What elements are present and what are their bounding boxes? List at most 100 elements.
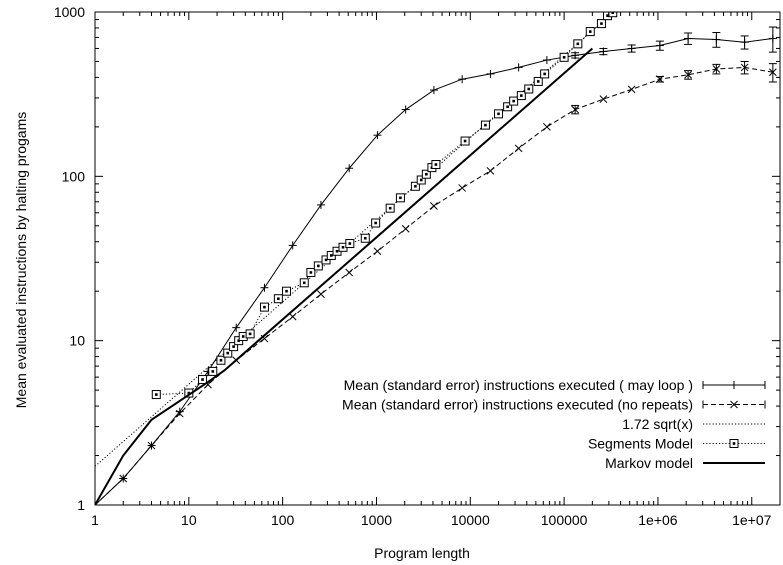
square-marker [480,120,490,130]
x-marker [345,268,354,277]
x-tick-label: 1000 [361,512,392,528]
square-marker [245,329,255,339]
plus-marker [316,200,325,209]
x-marker [514,144,523,153]
x-tick-label: 1e+07 [732,512,772,528]
square-marker [313,261,323,271]
square-marker [216,355,226,365]
square-marker [431,160,441,170]
plus-marker [627,44,636,53]
legend-label: Markov model [605,455,693,471]
square-marker [608,12,618,18]
legend-square-marker [729,439,739,448]
square-marker [371,218,381,228]
x-marker [317,290,325,298]
square-marker [208,366,218,376]
plus-marker [514,63,523,72]
plot-layer [95,12,777,505]
x-marker [458,184,467,192]
plus-marker [232,323,241,332]
x-marker [684,70,692,79]
plus-marker [712,35,721,44]
square-marker [273,294,283,304]
square-marker [345,239,355,249]
plus-marker [655,41,664,50]
x-tick-label: 100000 [541,512,588,528]
plus-marker [768,34,777,43]
x-marker [119,474,128,483]
square-marker [559,52,569,62]
plus-marker [542,56,551,65]
y-axis-label: Mean evaluated instructions by halting p… [13,112,29,409]
square-marker [385,203,395,213]
x-marker [768,68,777,77]
square-marker [360,233,370,243]
x-tick-label: 1 [91,512,99,528]
x-tick-label: 1e+06 [638,512,678,528]
square-marker [229,342,239,352]
square-marker [259,302,269,312]
legend-label: Mean (standard error) instructions execu… [344,377,693,393]
x-marker [627,85,636,94]
plus-marker [260,283,269,292]
y-tick-label: 100 [62,168,86,184]
square-marker [416,175,426,185]
axes-layer: 1 10 100 1000 10000 100000 1e+06 1e+07 1 10 100 100… [54,4,781,528]
x-marker [571,105,579,114]
square-marker [596,19,606,29]
series-line-5 [95,47,594,505]
square-marker [223,348,233,358]
square-marker [503,102,513,112]
legend-label: Mean (standard error) instructions execu… [342,397,693,413]
x-tick-label: 10000 [451,512,490,528]
square-marker [524,84,534,94]
plus-marker [740,38,749,47]
x-marker [543,123,551,131]
x-axis-label: Program length [374,545,470,561]
square-marker [410,181,420,191]
x-marker [430,202,438,210]
x-marker [599,95,608,103]
x-marker [740,63,749,72]
x-tick-label: 100 [271,512,295,528]
plus-marker [599,47,608,56]
x-marker [486,166,495,175]
square-marker [540,69,550,79]
plus-marker [401,105,410,114]
square-marker [306,267,316,277]
plus-marker [684,34,693,43]
plus-marker [486,69,495,78]
square-marker [299,278,309,288]
square-marker [494,109,504,119]
legend-plus-marker [730,381,738,389]
plus-marker [429,86,438,95]
square-marker [516,91,526,101]
x-marker [401,224,410,233]
square-marker [282,286,292,296]
plus-marker [458,75,467,84]
square-marker [509,96,519,106]
x-marker [373,247,382,256]
y-tick-label: 10 [69,333,85,349]
x-marker [288,312,297,321]
plus-marker [345,164,354,173]
y-tick-label: 1 [77,497,85,513]
legend-x-marker [730,400,738,409]
x-marker [147,441,156,450]
square-marker [573,39,583,49]
plot-frame [94,11,781,506]
plus-marker [571,51,580,60]
square-marker [151,390,161,400]
legend-label: Segments Model [588,436,693,452]
x-marker [712,65,721,73]
legend: Mean (standard error) instructions execu… [342,377,766,471]
x-marker [656,75,664,84]
square-marker [585,27,595,37]
square-marker [460,136,470,146]
plus-marker [288,241,297,250]
square-marker [533,76,543,86]
y-tick-label: 1000 [54,4,85,20]
legend-label: 1.72 sqrt(x) [622,416,693,432]
x-tick-label: 10 [181,512,197,528]
